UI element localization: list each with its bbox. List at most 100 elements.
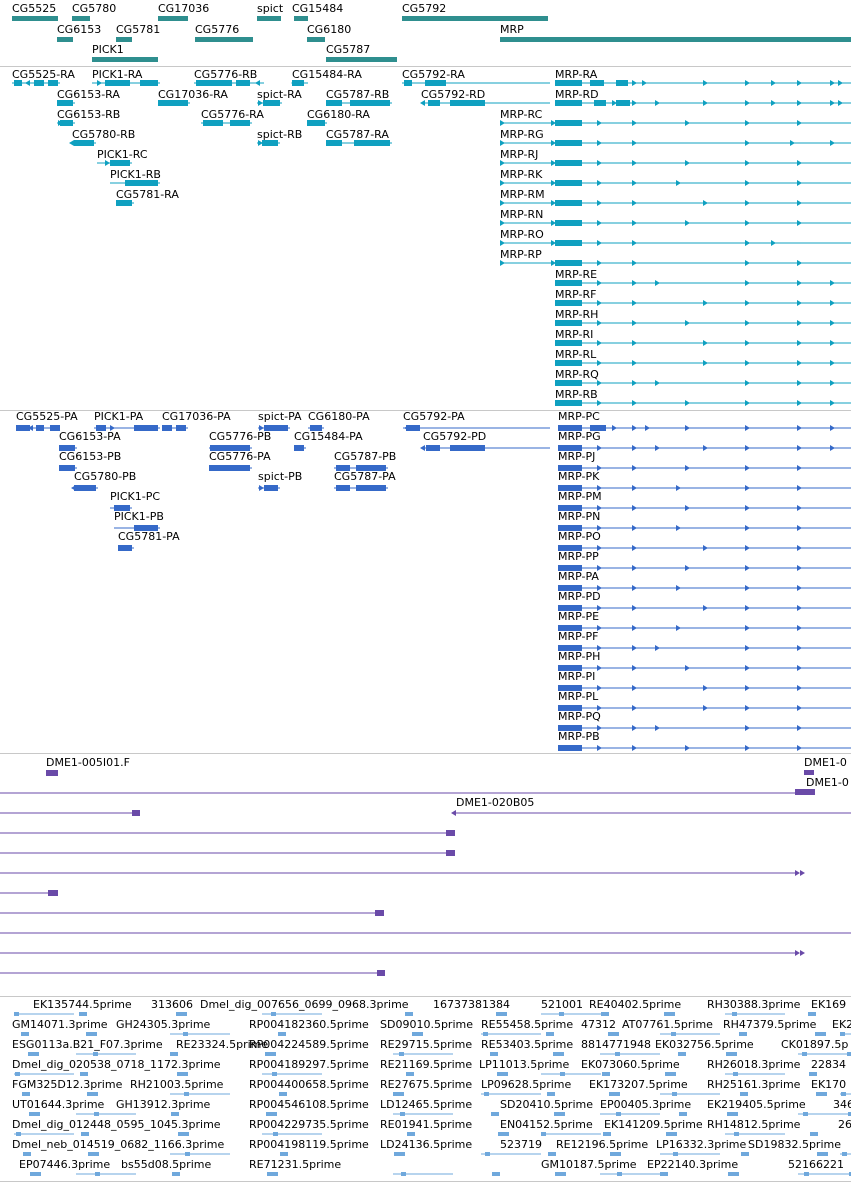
clone-label[interactable]: DME1-020B05 [456, 796, 535, 809]
est-label[interactable]: EP07446.3prime [19, 1158, 111, 1171]
exon-block[interactable] [356, 465, 386, 471]
exon-block[interactable] [555, 200, 582, 206]
exon-block[interactable] [558, 445, 582, 451]
exon-block[interactable] [350, 100, 390, 106]
exon-block[interactable] [558, 745, 582, 751]
exon-block[interactable] [310, 425, 322, 431]
exon-block[interactable] [558, 545, 582, 551]
clone-block[interactable] [446, 850, 455, 856]
est-block[interactable] [740, 1092, 748, 1096]
est-label[interactable]: EK169 [811, 998, 847, 1011]
protein-label[interactable]: CG15484-PA [294, 430, 363, 443]
exon-block[interactable] [558, 605, 582, 611]
gene-label[interactable]: CG5776 [195, 23, 240, 36]
exon-block[interactable] [558, 585, 582, 591]
transcript-label[interactable]: MRP-RD [555, 88, 599, 101]
exon-block[interactable] [406, 425, 420, 431]
est-label[interactable]: GM14071.3prime [12, 1018, 108, 1031]
protein-label[interactable]: CG5792-PD [423, 430, 487, 443]
est-block[interactable] [176, 1012, 187, 1016]
exon-block[interactable] [558, 685, 582, 691]
est-block[interactable] [21, 1032, 29, 1036]
est-label[interactable]: Dmel_neb_014519_0682_1166.3prime [12, 1138, 225, 1151]
est-label[interactable]: RE27675.5prime [380, 1078, 473, 1091]
est-label[interactable]: RP004198119.5prime [249, 1138, 369, 1151]
gene-label[interactable]: spict [257, 2, 284, 15]
est-block[interactable] [279, 1092, 287, 1096]
est-block[interactable] [840, 1032, 845, 1036]
exon-block[interactable] [558, 665, 582, 671]
protein-label[interactable]: MRP-PP [558, 550, 599, 563]
exon-block[interactable] [336, 465, 350, 471]
exon-block[interactable] [16, 425, 30, 431]
est-block[interactable] [808, 1012, 816, 1016]
exon-block[interactable] [158, 100, 188, 106]
est-block[interactable] [555, 1172, 566, 1176]
gene-bar[interactable] [402, 16, 548, 21]
exon-block[interactable] [96, 425, 106, 431]
gene-bar[interactable] [257, 16, 281, 21]
est-block[interactable] [726, 1052, 737, 1056]
protein-label[interactable]: CG6153-PA [59, 430, 121, 443]
clone-block[interactable] [48, 890, 58, 896]
protein-label[interactable]: MRP-PK [558, 470, 600, 483]
est-label[interactable]: RH21003.5prime [130, 1078, 224, 1091]
transcript-label[interactable]: MRP-RG [500, 128, 544, 141]
est-block[interactable] [804, 1172, 809, 1176]
exon-block[interactable] [105, 80, 130, 86]
clone-block[interactable] [795, 789, 815, 795]
protein-label[interactable]: MRP-PA [558, 570, 599, 583]
est-block[interactable] [393, 1092, 404, 1096]
est-label[interactable]: Dmel_dig_007656_0699_0968.3prime [200, 998, 409, 1011]
est-label[interactable]: EK219405.5prime [707, 1098, 806, 1111]
transcript-label[interactable]: MRP-RB [555, 388, 598, 401]
clone-block[interactable] [46, 770, 58, 776]
transcript-label[interactable]: CG6180-RA [307, 108, 370, 121]
exon-block[interactable] [140, 80, 158, 86]
exon-block[interactable] [450, 100, 485, 106]
exon-block[interactable] [426, 445, 440, 451]
gene-label[interactable]: CG5780 [72, 2, 117, 15]
exon-block[interactable] [555, 340, 582, 346]
est-block[interactable] [609, 1092, 620, 1096]
transcript-label[interactable]: MRP-RJ [500, 148, 539, 161]
exon-block[interactable] [555, 360, 582, 366]
exon-block[interactable] [74, 485, 96, 491]
transcript-label[interactable]: CG5792-RA [402, 68, 465, 81]
exon-block[interactable] [262, 140, 278, 146]
exon-block[interactable] [74, 140, 94, 146]
est-label[interactable]: ESG0113a.B21_F07.3prime [12, 1038, 163, 1051]
exon-block[interactable] [162, 425, 172, 431]
est-block[interactable] [267, 1172, 278, 1176]
est-block[interactable] [406, 1072, 414, 1076]
est-block[interactable] [95, 1172, 100, 1176]
est-block[interactable] [803, 1112, 808, 1116]
est-label[interactable]: SD20410.5prime [500, 1098, 593, 1111]
est-label[interactable]: 521001 [541, 998, 583, 1011]
est-block[interactable] [399, 1052, 404, 1056]
transcript-label[interactable]: CG5776-RB [194, 68, 258, 81]
exon-block[interactable] [555, 380, 582, 386]
gene-label[interactable]: CG6180 [307, 23, 352, 36]
est-block[interactable] [848, 1112, 851, 1116]
est-block[interactable] [484, 1092, 489, 1096]
est-label[interactable]: EP22140.3prime [647, 1158, 739, 1171]
transcript-label[interactable]: MRP-RQ [555, 368, 599, 381]
est-label[interactable]: EK073060.5prime [581, 1058, 680, 1071]
est-block[interactable] [546, 1032, 554, 1036]
est-label[interactable]: RE23324.5prime [176, 1038, 269, 1051]
est-block[interactable] [841, 1092, 846, 1096]
est-label[interactable]: GH13912.3prime [116, 1098, 211, 1111]
est-block[interactable] [553, 1052, 564, 1056]
est-label[interactable]: 523719 [500, 1138, 542, 1151]
protein-label[interactable]: spict-PA [258, 411, 302, 423]
est-block[interactable] [87, 1092, 98, 1096]
est-block[interactable] [29, 1112, 40, 1116]
clone-label[interactable]: DME1-005I01.F [46, 756, 130, 769]
protein-label[interactable]: MRP-PI [558, 670, 596, 683]
transcript-label[interactable]: CG5792-RD [421, 88, 486, 101]
exon-block[interactable] [555, 160, 582, 166]
est-label[interactable]: 16737381384 [433, 998, 510, 1011]
est-block[interactable] [665, 1072, 676, 1076]
est-label[interactable]: RH26018.3prime [707, 1058, 801, 1071]
